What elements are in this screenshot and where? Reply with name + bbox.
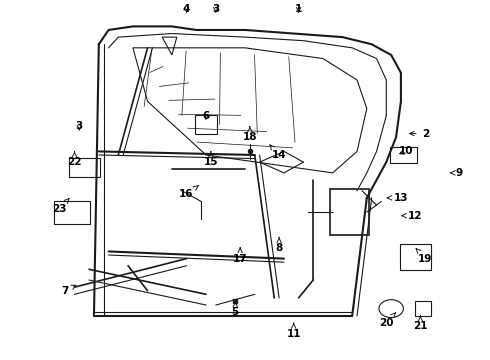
Text: 3: 3 — [76, 121, 83, 131]
Text: 17: 17 — [233, 248, 247, 264]
Text: 20: 20 — [379, 313, 395, 328]
Text: 1: 1 — [295, 4, 302, 14]
Text: 9: 9 — [450, 168, 463, 178]
Text: 11: 11 — [287, 323, 301, 339]
Text: 7: 7 — [61, 285, 76, 296]
Text: 10: 10 — [398, 147, 413, 157]
Text: 2: 2 — [410, 129, 429, 139]
Text: 4: 4 — [183, 4, 190, 14]
FancyBboxPatch shape — [400, 244, 431, 270]
Text: 5: 5 — [232, 302, 239, 317]
Text: 22: 22 — [67, 152, 82, 167]
Text: 12: 12 — [402, 211, 423, 221]
Text: 18: 18 — [243, 127, 257, 142]
Text: 23: 23 — [52, 198, 69, 213]
FancyBboxPatch shape — [196, 115, 217, 134]
Text: 3: 3 — [212, 4, 220, 14]
Text: 15: 15 — [204, 152, 218, 167]
Text: 16: 16 — [179, 185, 199, 199]
Text: 21: 21 — [413, 316, 428, 332]
Text: 13: 13 — [388, 193, 408, 203]
Text: 6: 6 — [202, 111, 210, 121]
FancyBboxPatch shape — [54, 201, 90, 224]
FancyBboxPatch shape — [390, 147, 416, 163]
FancyBboxPatch shape — [415, 301, 431, 316]
FancyBboxPatch shape — [69, 158, 100, 177]
FancyBboxPatch shape — [330, 189, 369, 235]
Text: 14: 14 — [270, 145, 287, 160]
Text: 8: 8 — [275, 237, 283, 253]
Text: 19: 19 — [416, 248, 433, 264]
